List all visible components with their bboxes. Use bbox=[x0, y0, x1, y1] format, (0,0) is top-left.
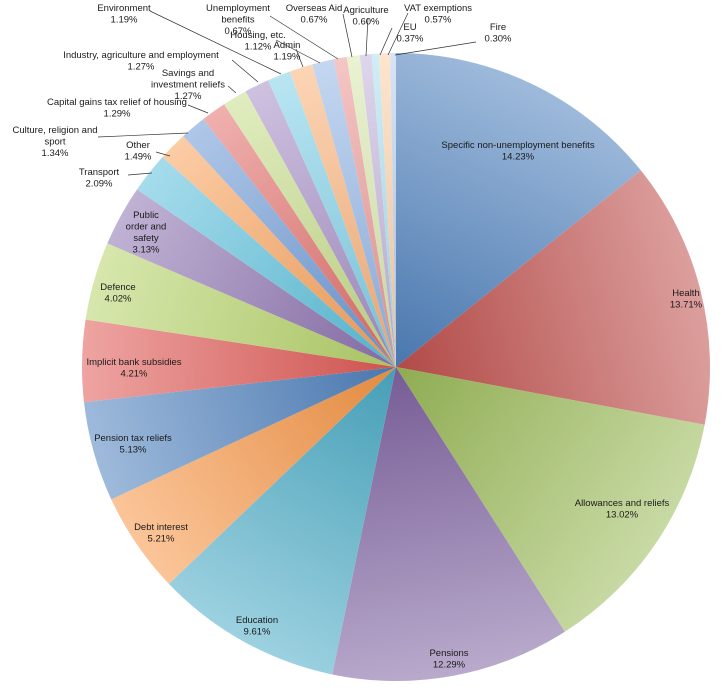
slice-label: Defence 4.02% bbox=[100, 282, 135, 305]
pie-slice-eu bbox=[371, 53, 396, 367]
pie-slice-housing-etc bbox=[312, 59, 396, 367]
pie-slice-capital-gains-tax-relief-of-housing bbox=[203, 104, 396, 368]
slice-label: Fire 0.30% bbox=[485, 22, 512, 45]
leader-line bbox=[365, 17, 369, 57]
slice-label: Debt interest 5.21% bbox=[134, 522, 188, 545]
pie-slice-culture-religion-and-sport bbox=[183, 119, 396, 367]
slice-label: Pensions 12.29% bbox=[429, 648, 468, 671]
pie-slice-industry-agriculture-and-employment bbox=[245, 80, 396, 367]
leader-line bbox=[97, 132, 189, 138]
pie-slice-admin bbox=[289, 64, 396, 367]
leader-lines bbox=[97, 10, 477, 176]
pie-slice-unemployment-benefits bbox=[333, 56, 396, 368]
slice-label: VAT exemptions 0.57% bbox=[404, 3, 472, 26]
slice-label: Pension tax reliefs 5.13% bbox=[94, 433, 172, 456]
pie-slice-implicit-bank-subsidies bbox=[82, 319, 396, 403]
slice-label: Industry, agriculture and employment 1.27… bbox=[63, 50, 219, 73]
pie-slice-education bbox=[168, 367, 396, 675]
slice-label: Health 13.71% bbox=[670, 288, 703, 311]
pie-slice-agriculture bbox=[359, 53, 396, 367]
pie-slice-environment bbox=[268, 71, 396, 367]
slice-label: Allowances and reliefs 13.02% bbox=[575, 498, 670, 521]
slice-label: Savings and investment reliefs 1.27% bbox=[151, 68, 225, 102]
leader-line bbox=[275, 39, 321, 64]
slice-label: Overseas Aid 0.67% bbox=[286, 3, 343, 26]
slice-label: Capital gains tax relief of housing 1.29% bbox=[47, 97, 187, 120]
pie-slice-specific-non-unemployment-benefits bbox=[396, 53, 641, 367]
pie-slice-savings-and-investment-reliefs bbox=[224, 91, 396, 368]
slice-label: Admin 1.19% bbox=[274, 40, 301, 63]
slice-label: Agriculture 0.60% bbox=[343, 5, 388, 28]
leader-line bbox=[231, 59, 259, 83]
pie-slices bbox=[82, 53, 711, 681]
slice-label: Other 1.49% bbox=[125, 140, 152, 163]
leader-line bbox=[394, 41, 477, 56]
pie-slice-health bbox=[396, 170, 711, 425]
leader-line bbox=[295, 48, 304, 68]
leader-line bbox=[155, 151, 171, 157]
pie-slice-debt-interest bbox=[111, 367, 397, 584]
leader-line bbox=[269, 15, 339, 60]
leader-line bbox=[342, 13, 353, 58]
slice-label: Culture, religion and sport 1.34% bbox=[12, 125, 97, 159]
pie-slice-pension-tax-reliefs bbox=[83, 367, 397, 500]
leader-line bbox=[227, 85, 237, 94]
pie-slice-allowances-and-reliefs bbox=[396, 367, 705, 632]
pie-slice-transport bbox=[137, 157, 396, 367]
pie-slice-other bbox=[162, 136, 396, 367]
slice-label: Public order and safety 3.13% bbox=[126, 210, 167, 256]
slice-label: Unemployment benefits 0.67% bbox=[206, 3, 270, 37]
pie-slice-defence bbox=[85, 243, 397, 367]
slice-label: EU 0.37% bbox=[397, 22, 424, 45]
pie-slice-public-order-and-safety bbox=[107, 189, 396, 367]
slice-label: Implicit bank subsidies 4.21% bbox=[86, 357, 181, 380]
slice-label: Environment 1.19% bbox=[97, 3, 151, 26]
leader-line bbox=[387, 12, 409, 56]
pie-slice-vat-exemptions bbox=[378, 53, 396, 368]
pie-slice-overseas-aid bbox=[346, 55, 396, 367]
pie-slice-pensions bbox=[332, 367, 565, 681]
leader-line bbox=[149, 10, 282, 75]
slice-labels: Specific non-unemployment benefits 14.23%… bbox=[12, 3, 702, 671]
leader-line bbox=[187, 104, 209, 114]
leader-line bbox=[127, 172, 153, 176]
slice-label: Housing, etc. 1.12% bbox=[230, 30, 285, 53]
slice-label: Specific non-unemployment benefits 14.23% bbox=[441, 140, 594, 163]
slice-label: Education 9.61% bbox=[236, 615, 278, 638]
pie-slice-fire bbox=[390, 53, 396, 367]
leader-line bbox=[379, 27, 393, 56]
slice-label: Transport 2.09% bbox=[79, 167, 120, 190]
